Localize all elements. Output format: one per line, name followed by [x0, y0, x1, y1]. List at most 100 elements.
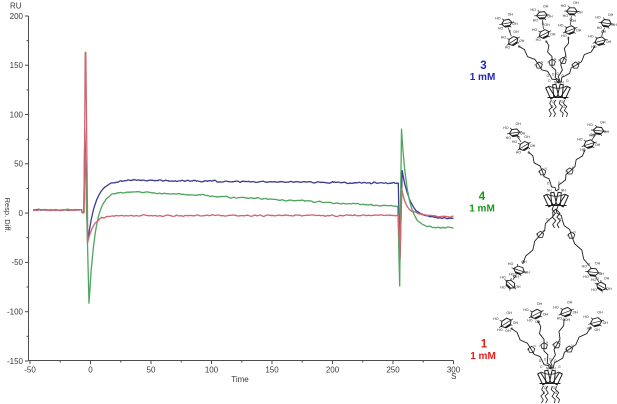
svg-text:OH: OH — [597, 310, 603, 314]
svg-text:OH: OH — [611, 23, 617, 27]
svg-text:O: O — [522, 261, 525, 265]
svg-text:OH: OH — [590, 133, 596, 137]
svg-text:O: O — [549, 357, 552, 361]
svg-text:1: 1 — [481, 339, 488, 351]
svg-text:O: O — [559, 218, 562, 222]
svg-text:OH: OH — [521, 260, 527, 264]
svg-text:N: N — [548, 60, 550, 64]
svg-text:N: N — [567, 234, 569, 238]
svg-text:OH: OH — [565, 318, 571, 322]
svg-text:HO: HO — [561, 34, 567, 38]
svg-text:NH: NH — [547, 189, 552, 193]
svg-text:OH: OH — [606, 287, 612, 291]
svg-text:N: N — [552, 343, 554, 347]
svg-text:O: O — [602, 30, 605, 34]
svg-text:OH: OH — [513, 275, 519, 279]
svg-text:HO: HO — [591, 45, 597, 49]
svg-text:100: 100 — [205, 366, 219, 375]
svg-text:HO: HO — [512, 140, 518, 144]
svg-text:OH: OH — [535, 320, 541, 324]
svg-text:1 mM: 1 mM — [470, 72, 496, 83]
svg-text:OH: OH — [505, 329, 511, 333]
svg-text:HO: HO — [588, 34, 594, 38]
svg-text:O: O — [543, 391, 546, 395]
svg-text:N: N — [565, 55, 567, 59]
svg-text:N: N — [571, 344, 573, 348]
svg-text:OH: OH — [600, 120, 606, 124]
svg-text:HO: HO — [589, 133, 595, 137]
svg-text:3: 3 — [480, 60, 486, 72]
svg-text:HO: HO — [531, 8, 537, 12]
svg-text:O: O — [553, 386, 556, 390]
svg-text:N: N — [565, 169, 567, 173]
svg-text:OH: OH — [547, 14, 553, 18]
svg-text:O: O — [563, 105, 566, 109]
svg-text:HO: HO — [557, 317, 563, 321]
svg-text:OH: OH — [594, 328, 600, 332]
svg-text:200: 200 — [326, 366, 340, 375]
svg-text:N: N — [558, 59, 560, 63]
svg-text:HO: HO — [536, 38, 542, 42]
svg-text:HO: HO — [580, 148, 586, 152]
svg-text:HO: HO — [498, 27, 504, 31]
svg-text:O: O — [552, 100, 555, 104]
svg-text:OH: OH — [604, 130, 610, 134]
svg-text:N: N — [559, 340, 561, 344]
svg-text:O: O — [528, 151, 531, 155]
svg-text:HO: HO — [558, 24, 564, 28]
svg-text:O: O — [509, 30, 512, 34]
svg-text:HO: HO — [516, 150, 522, 154]
svg-text:OH: OH — [513, 30, 519, 34]
svg-text:OH: OH — [524, 135, 530, 139]
svg-text:OH: OH — [550, 32, 556, 36]
svg-text:OH: OH — [573, 1, 579, 5]
svg-text:HO: HO — [493, 317, 499, 321]
svg-text:N: N — [543, 229, 545, 233]
svg-text:HO: HO — [595, 16, 601, 20]
svg-text:OH: OH — [608, 13, 614, 17]
svg-text:NH: NH — [546, 367, 551, 371]
svg-text:50: 50 — [147, 366, 156, 375]
svg-text:O: O — [561, 74, 564, 78]
svg-text:-50: -50 — [11, 258, 23, 267]
svg-text:NH: NH — [551, 367, 556, 371]
svg-text:OH: OH — [516, 122, 522, 126]
svg-text:OH: OH — [512, 22, 518, 26]
svg-text:N: N — [546, 340, 548, 344]
svg-text:OH: OH — [571, 19, 577, 23]
svg-text:O: O — [548, 79, 551, 83]
svg-text:O: O — [540, 365, 543, 369]
svg-text:O: O — [545, 40, 548, 44]
svg-text:OH: OH — [567, 300, 573, 304]
svg-text:O: O — [593, 134, 596, 138]
svg-text:HO: HO — [506, 136, 512, 140]
svg-text:HO: HO — [501, 35, 507, 39]
svg-text:OH: OH — [530, 144, 536, 148]
svg-text:O: O — [513, 275, 516, 279]
svg-text:OH: OH — [519, 39, 525, 43]
svg-text:250: 250 — [386, 366, 400, 375]
svg-text:300: 300 — [447, 366, 461, 375]
svg-text:O: O — [554, 359, 557, 363]
svg-text:HO: HO — [553, 305, 559, 309]
svg-text:HO: HO — [587, 326, 593, 330]
svg-text:O: O — [542, 22, 545, 26]
svg-text:O: O — [511, 327, 514, 331]
svg-text:O: O — [570, 18, 573, 22]
svg-text:N: N — [571, 63, 573, 67]
svg-text:OH: OH — [603, 321, 609, 325]
svg-text:N: N — [538, 170, 540, 174]
svg-text:O: O — [561, 100, 564, 104]
svg-text:OH: OH — [544, 23, 550, 27]
svg-text:OH: OH — [577, 11, 583, 15]
svg-text:O: O — [544, 386, 547, 390]
svg-text:HO: HO — [527, 319, 533, 323]
svg-text:HO: HO — [523, 308, 529, 312]
svg-text:O: O — [552, 73, 555, 77]
svg-text:N: N — [545, 167, 547, 171]
svg-text:HO: HO — [561, 4, 567, 8]
svg-text:100: 100 — [10, 110, 24, 119]
svg-text:O: O — [593, 45, 596, 49]
svg-text:N: N — [541, 60, 543, 64]
svg-text:O: O — [539, 359, 542, 363]
